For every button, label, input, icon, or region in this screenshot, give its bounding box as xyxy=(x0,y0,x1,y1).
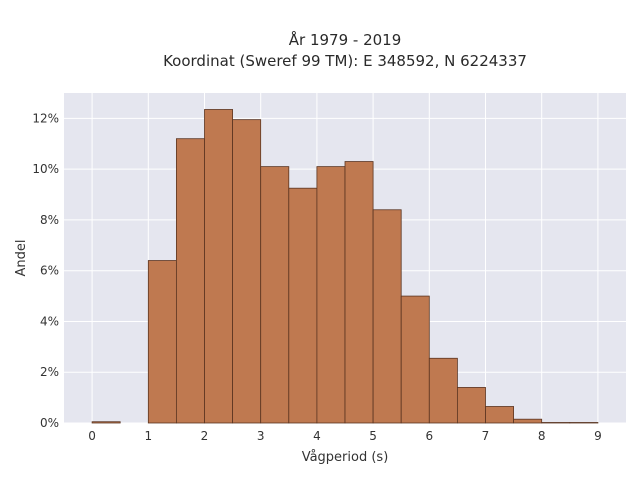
histogram-bar-14 xyxy=(485,406,515,424)
y-tick-label-0: 0% xyxy=(40,416,59,430)
histogram-bar-11 xyxy=(400,295,430,424)
x-tick-label-7: 7 xyxy=(482,429,490,443)
histogram-bar-6 xyxy=(260,166,290,424)
histogram-bar-9 xyxy=(344,161,374,424)
histogram-bar-2 xyxy=(147,260,177,424)
histogram-bar-17 xyxy=(569,422,599,424)
x-axis-title: Vågperiod (s) xyxy=(302,450,389,465)
chart-title-line-1: År 1979 - 2019 xyxy=(289,30,402,49)
y-tick-label-6: 12% xyxy=(32,111,59,125)
y-tick-label-3: 6% xyxy=(40,264,59,278)
y-tick-label-1: 2% xyxy=(40,365,59,379)
histogram-bar-0 xyxy=(91,421,121,424)
y-tick-label-2: 4% xyxy=(40,314,59,328)
y-tick-label-4: 8% xyxy=(40,213,59,227)
histogram-bar-15 xyxy=(513,418,543,424)
x-tick-label-4: 4 xyxy=(313,429,321,443)
histogram-bar-4 xyxy=(204,109,234,424)
chart-title-line-2: Koordinat (Sweref 99 TM): E 348592, N 62… xyxy=(163,52,527,70)
x-tick-label-6: 6 xyxy=(425,429,433,443)
y-axis-ticks: 0% 2% 4% 6% 8% 10% 12% xyxy=(32,111,59,430)
x-tick-label-3: 3 xyxy=(257,429,265,443)
x-tick-label-9: 9 xyxy=(594,429,602,443)
x-tick-label-2: 2 xyxy=(201,429,209,443)
histogram-bar-5 xyxy=(232,119,262,424)
histogram-bar-10 xyxy=(372,209,402,424)
x-tick-label-1: 1 xyxy=(144,429,152,443)
histogram-bars xyxy=(91,109,599,424)
histogram-bar-16 xyxy=(541,422,571,424)
histogram-bar-12 xyxy=(428,357,458,424)
y-axis-title: Andel xyxy=(14,240,29,277)
x-axis-ticks: 0 1 2 3 4 5 6 7 8 9 xyxy=(88,429,601,443)
histogram-bar-3 xyxy=(175,138,205,424)
y-tick-label-5: 10% xyxy=(32,162,59,176)
histogram-bar-7 xyxy=(288,187,318,424)
x-tick-label-0: 0 xyxy=(88,429,96,443)
x-tick-label-5: 5 xyxy=(369,429,377,443)
histogram-bar-8 xyxy=(316,166,346,424)
x-tick-label-8: 8 xyxy=(538,429,546,443)
histogram-bar-13 xyxy=(456,387,486,424)
